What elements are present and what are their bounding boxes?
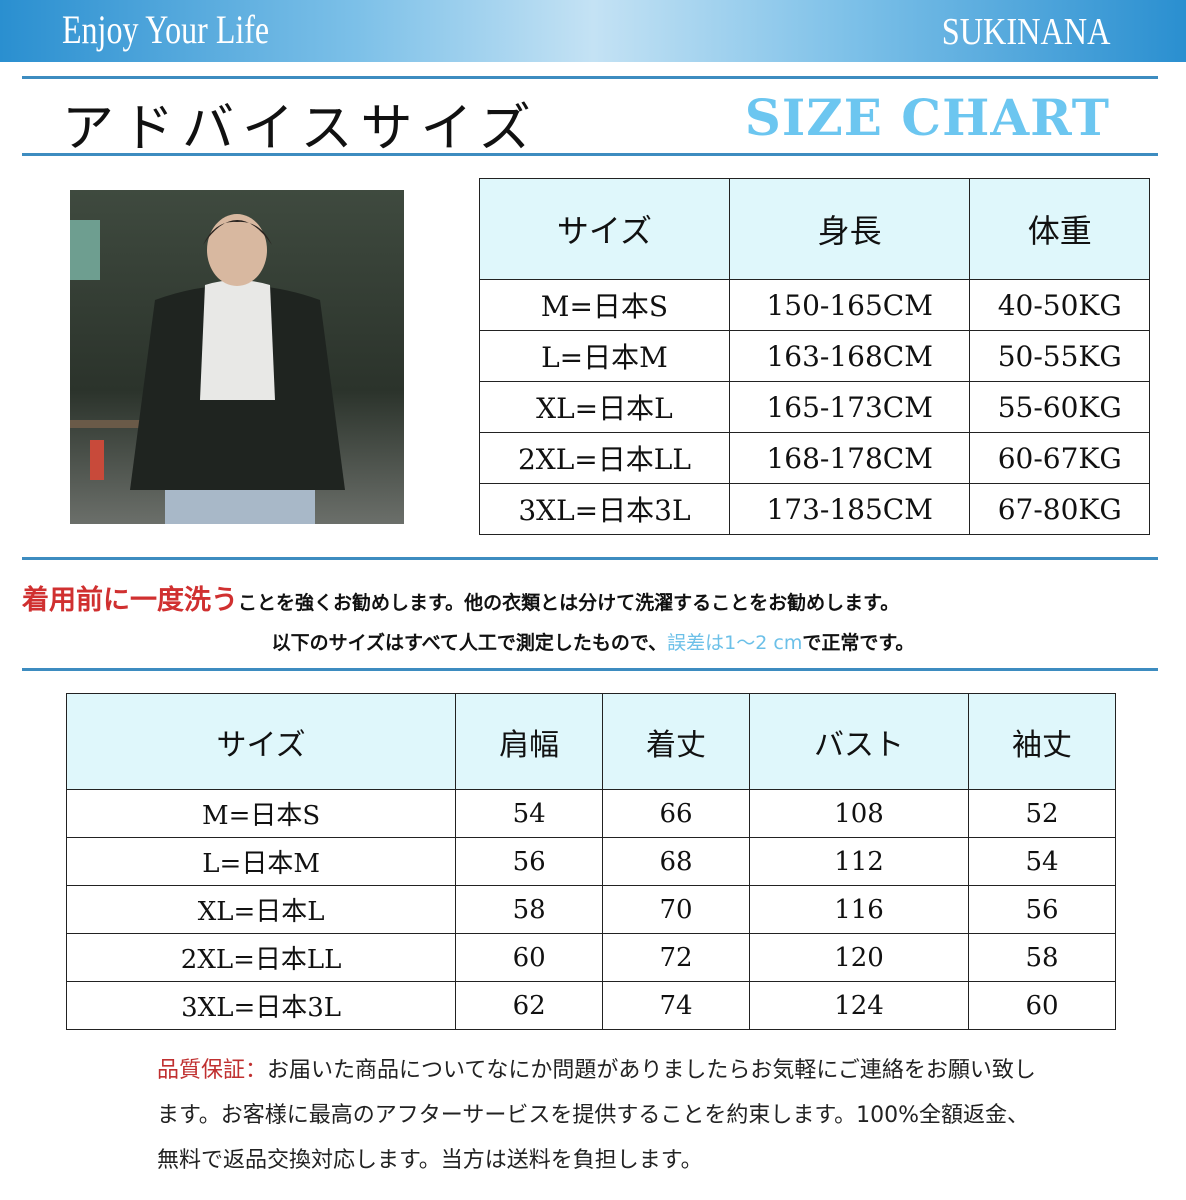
measure-note-tolerance: 誤差は1～2 cm xyxy=(667,632,803,654)
table-row: 2XL=日本LL 60 72 120 58 xyxy=(65,933,1116,982)
cell: 112 xyxy=(748,837,970,886)
measure-note-text: 以下のサイズはすべて人工で測定したもので、 xyxy=(271,632,668,654)
cell: 74 xyxy=(602,981,750,1030)
cell: 124 xyxy=(748,981,970,1030)
table-row: 2XL=日本LL 168-178CM 60-67KG xyxy=(479,432,1150,484)
cell: 116 xyxy=(748,885,970,934)
table-header-row: サイズ 身長 体重 xyxy=(479,178,1150,280)
cell: 2XL=日本LL xyxy=(479,432,730,484)
top-banner: Enjoy Your Life SUKINANA xyxy=(0,0,1186,62)
cell: 60-67KG xyxy=(969,432,1150,484)
cell: 108 xyxy=(748,789,970,838)
wash-note-highlight: 着用前に一度洗う xyxy=(22,585,238,616)
quality-label: 品質保証： xyxy=(157,1058,268,1083)
cell: 168-178CM xyxy=(728,432,971,484)
header-cell: 袖丈 xyxy=(968,693,1116,790)
table-row: M=日本S 54 66 108 52 xyxy=(65,789,1116,838)
cell: XL=日本L xyxy=(479,381,730,433)
wash-note: 着用前に一度洗うことを強くお勧めします。他の衣類とは分けて洗濯することをお勧めし… xyxy=(22,578,899,617)
cell: L=日本M xyxy=(479,330,730,382)
cell: 2XL=日本LL xyxy=(65,933,457,982)
divider xyxy=(22,668,1158,671)
measure-note: 以下のサイズはすべて人工で測定したもので、誤差は1～2 cmで正常です。 xyxy=(0,628,1186,655)
cell: 62 xyxy=(455,981,604,1030)
measure-note-end: で正常です。 xyxy=(802,632,915,654)
table-row: 3XL=日本3L 173-185CM 67-80KG xyxy=(479,483,1150,535)
cell: 56 xyxy=(968,885,1116,934)
cell: 56 xyxy=(455,837,604,886)
header-cell: バスト xyxy=(748,693,970,790)
cell: 72 xyxy=(602,933,750,982)
cell: XL=日本L xyxy=(65,885,457,934)
header-cell: サイズ xyxy=(65,693,457,790)
banner-slogan: Enjoy Your Life xyxy=(62,7,270,52)
cell: M=日本S xyxy=(479,279,730,331)
cell: 55-60KG xyxy=(969,381,1150,433)
cell: 40-50KG xyxy=(969,279,1150,331)
page-title-en: SIZE CHART xyxy=(744,88,1110,147)
table-row: L=日本M 163-168CM 50-55KG xyxy=(479,330,1150,382)
cell: 68 xyxy=(602,837,750,886)
cell: 58 xyxy=(455,885,604,934)
cell: 163-168CM xyxy=(728,330,971,382)
cell: 60 xyxy=(455,933,604,982)
cell: 67-80KG xyxy=(969,483,1150,535)
quality-guarantee: 品質保証：お届いた商品についてなにか問題がありましたらお気軽にご連絡をお願い致し… xyxy=(157,1048,1037,1183)
header-cell: 体重 xyxy=(969,178,1150,280)
cell: 3XL=日本3L xyxy=(479,483,730,535)
cell: 60 xyxy=(968,981,1116,1030)
cell: 165-173CM xyxy=(728,381,971,433)
quality-text: お届いた商品についてなにか問題がありましたらお気軽にご連絡をお願い致します。お客… xyxy=(157,1058,1036,1173)
table-row: XL=日本L 165-173CM 55-60KG xyxy=(479,381,1150,433)
cell: M=日本S xyxy=(65,789,457,838)
brand-name: SUKINANA xyxy=(941,11,1110,53)
wash-note-text: ことを強くお勧めします。他の衣類とは分けて洗濯することをお勧めします。 xyxy=(238,592,900,614)
header-cell: 身長 xyxy=(728,178,971,280)
cell: 50-55KG xyxy=(969,330,1150,382)
header-cell: サイズ xyxy=(479,178,730,280)
cell: 173-185CM xyxy=(728,483,971,535)
divider xyxy=(22,153,1158,156)
table-row: 3XL=日本3L 62 74 124 60 xyxy=(65,981,1116,1030)
cell: 54 xyxy=(968,837,1116,886)
header-cell: 肩幅 xyxy=(455,693,604,790)
advice-size-table: サイズ 身長 体重 M=日本S 150-165CM 40-50KG L=日本M 163… xyxy=(479,178,1150,535)
cell: 66 xyxy=(602,789,750,838)
cell: 70 xyxy=(602,885,750,934)
table-row: M=日本S 150-165CM 40-50KG xyxy=(479,279,1150,331)
cell: 3XL=日本3L xyxy=(65,981,457,1030)
cell: 58 xyxy=(968,933,1116,982)
measurement-table: サイズ 肩幅 着丈 バスト 袖丈 M=日本S 54 66 108 52 L=日本M 56 6… xyxy=(65,693,1116,1030)
cell: L=日本M xyxy=(65,837,457,886)
cell: 54 xyxy=(455,789,604,838)
table-header-row: サイズ 肩幅 着丈 バスト 袖丈 xyxy=(65,693,1116,790)
cell: 150-165CM xyxy=(728,279,971,331)
cell: 120 xyxy=(748,933,970,982)
table-row: XL=日本L 58 70 116 56 xyxy=(65,885,1116,934)
cell: 52 xyxy=(968,789,1116,838)
page-title-jp: アドバイスサイズ xyxy=(62,99,539,159)
header-cell: 着丈 xyxy=(602,693,750,790)
divider xyxy=(22,76,1158,79)
model-photo xyxy=(70,190,404,524)
table-row: L=日本M 56 68 112 54 xyxy=(65,837,1116,886)
divider xyxy=(22,557,1158,560)
